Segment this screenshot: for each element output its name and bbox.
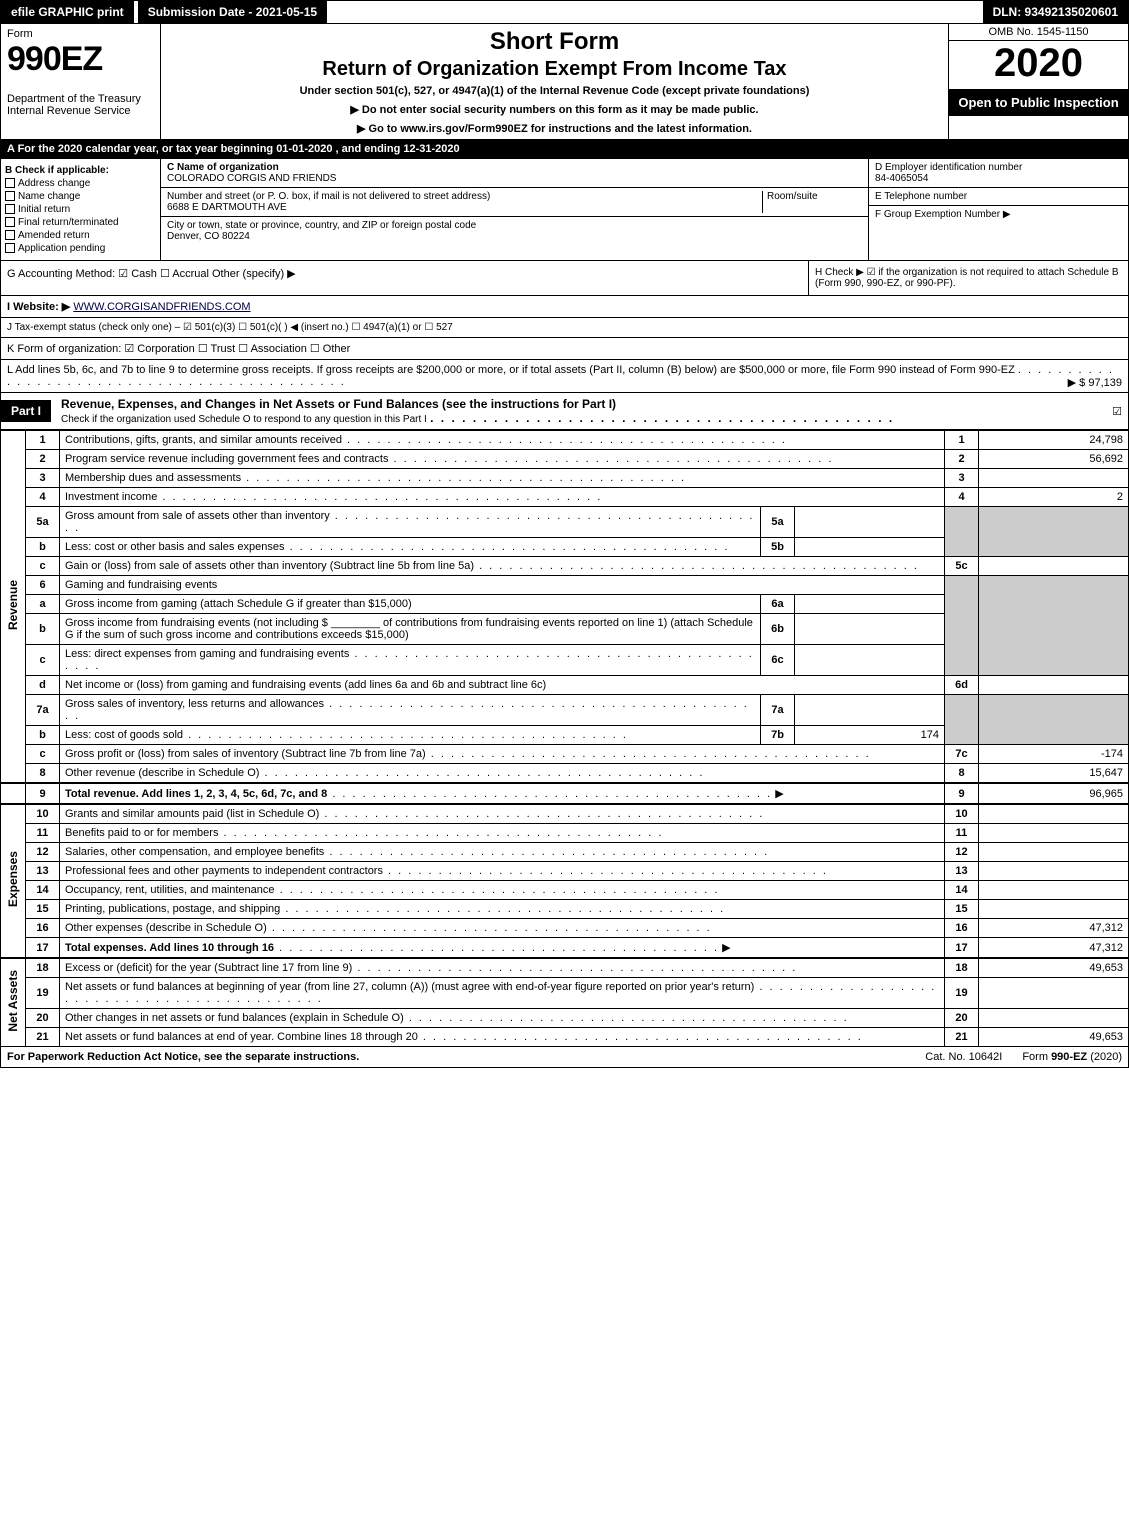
line-5a: 5a Gross amount from sale of assets othe… xyxy=(1,507,1129,538)
submission-date: Submission Date - 2021-05-15 xyxy=(138,1,327,23)
line-19: 19 Net assets or fund balances at beginn… xyxy=(1,978,1129,1009)
line-6d: d Net income or (loss) from gaming and f… xyxy=(1,676,1129,695)
form-number: 990EZ xyxy=(7,40,154,79)
part1-title: Revenue, Expenses, and Changes in Net As… xyxy=(51,393,1112,429)
spacer xyxy=(327,1,982,23)
part1-table: Revenue 1 Contributions, gifts, grants, … xyxy=(0,430,1129,1047)
l-text: L Add lines 5b, 6c, and 7b to line 9 to … xyxy=(7,364,1015,376)
line-17: 17 Total expenses. Add lines 10 through … xyxy=(1,938,1129,959)
form-word: Form xyxy=(7,28,154,40)
part1-check[interactable]: ☑ xyxy=(1112,405,1128,418)
header-note2: ▶ Go to www.irs.gov/Form990EZ for instru… xyxy=(171,122,938,135)
org-city: Denver, CO 80224 xyxy=(167,231,250,242)
title-short-form: Short Form xyxy=(171,28,938,56)
header-right: OMB No. 1545-1150 2020 Open to Public In… xyxy=(948,24,1128,139)
row-j-status: J Tax-exempt status (check only one) – ☑… xyxy=(0,318,1129,338)
box-c: C Name of organization COLORADO CORGIS A… xyxy=(161,159,868,260)
line-16: 16 Other expenses (describe in Schedule … xyxy=(1,919,1129,938)
chk-address[interactable]: Address change xyxy=(5,178,156,189)
chk-initial[interactable]: Initial return xyxy=(5,204,156,215)
schedule-b-check: H Check ▶ ☑ if the organization is not r… xyxy=(808,261,1128,295)
header-sub: Under section 501(c), 527, or 4947(a)(1)… xyxy=(171,85,938,97)
line-13: 13 Professional fees and other payments … xyxy=(1,862,1129,881)
line-3: 3 Membership dues and assessments 3 xyxy=(1,469,1129,488)
footer-left: For Paperwork Reduction Act Notice, see … xyxy=(7,1051,905,1063)
box-def: D Employer identification number 84-4065… xyxy=(868,159,1128,260)
part1-tag: Part I xyxy=(1,400,51,422)
chk-name[interactable]: Name change xyxy=(5,191,156,202)
ein-row: D Employer identification number 84-4065… xyxy=(869,159,1128,188)
ein-value: 84-4065054 xyxy=(875,173,928,184)
line-8: 8 Other revenue (describe in Schedule O)… xyxy=(1,764,1129,784)
line-12: 12 Salaries, other compensation, and emp… xyxy=(1,843,1129,862)
title-return: Return of Organization Exempt From Incom… xyxy=(171,58,938,81)
form-header: Form 990EZ Department of the Treasury In… xyxy=(0,24,1129,140)
row-l-gross: L Add lines 5b, 6c, and 7b to line 9 to … xyxy=(0,360,1129,393)
line-10: Expenses 10 Grants and similar amounts p… xyxy=(1,804,1129,824)
line-5c: c Gain or (loss) from sale of assets oth… xyxy=(1,557,1129,576)
header-left: Form 990EZ Department of the Treasury In… xyxy=(1,24,161,139)
irs-link[interactable]: www.irs.gov/Form990EZ xyxy=(400,123,527,135)
org-name-row: C Name of organization COLORADO CORGIS A… xyxy=(161,159,868,188)
footer-cat: Cat. No. 10642I xyxy=(905,1051,1022,1063)
group-exempt-row: F Group Exemption Number ▶ xyxy=(869,206,1128,223)
line-14: 14 Occupancy, rent, utilities, and maint… xyxy=(1,881,1129,900)
info-grid: B Check if applicable: Address change Na… xyxy=(0,159,1129,261)
phone-row: E Telephone number xyxy=(869,188,1128,206)
box-b: B Check if applicable: Address change Na… xyxy=(1,159,161,260)
row-k-orgform: K Form of organization: ☑ Corporation ☐ … xyxy=(0,338,1129,360)
top-bar: efile GRAPHIC print Submission Date - 20… xyxy=(0,0,1129,24)
dept-treasury: Department of the Treasury xyxy=(7,93,154,105)
org-addr-row: Number and street (or P. O. box, if mail… xyxy=(161,188,868,217)
chk-final[interactable]: Final return/terminated xyxy=(5,217,156,228)
footer-right: Form 990-EZ (2020) xyxy=(1022,1051,1122,1063)
line-21: 21 Net assets or fund balances at end of… xyxy=(1,1028,1129,1047)
room-suite: Room/suite xyxy=(762,191,862,213)
line-4: 4 Investment income 4 2 xyxy=(1,488,1129,507)
line-15: 15 Printing, publications, postage, and … xyxy=(1,900,1129,919)
i-label: I Website: ▶ xyxy=(7,301,70,313)
line-7a: 7a Gross sales of inventory, less return… xyxy=(1,695,1129,726)
line-a-calyear: A For the 2020 calendar year, or tax yea… xyxy=(0,140,1129,159)
line-11: 11 Benefits paid to or for members 11 xyxy=(1,824,1129,843)
org-name: COLORADO CORGIS AND FRIENDS xyxy=(167,173,336,184)
tax-year: 2020 xyxy=(949,41,1128,89)
vlabel-expenses: Expenses xyxy=(1,804,26,958)
c-label: C Name of organization xyxy=(167,162,279,173)
org-city-row: City or town, state or province, country… xyxy=(161,217,868,245)
line-9: 9 Total revenue. Add lines 1, 2, 3, 4, 5… xyxy=(1,783,1129,804)
line-2: 2 Program service revenue including gove… xyxy=(1,450,1129,469)
box-b-header: B Check if applicable: xyxy=(5,165,156,176)
d-label: D Employer identification number xyxy=(875,162,1022,173)
row-gh: G Accounting Method: ☑ Cash ☐ Accrual Ot… xyxy=(0,261,1129,296)
line-18: Net Assets 18 Excess or (deficit) for th… xyxy=(1,958,1129,978)
page-footer: For Paperwork Reduction Act Notice, see … xyxy=(0,1047,1129,1068)
chk-amended[interactable]: Amended return xyxy=(5,230,156,241)
org-addr: 6688 E DARTMOUTH AVE xyxy=(167,202,287,213)
addr-label: Number and street (or P. O. box, if mail… xyxy=(167,191,490,202)
open-to-public: Open to Public Inspection xyxy=(949,89,1128,116)
header-note1: ▶ Do not enter social security numbers o… xyxy=(171,103,938,116)
line-1: Revenue 1 Contributions, gifts, grants, … xyxy=(1,431,1129,450)
part1-hint: Check if the organization used Schedule … xyxy=(61,414,427,425)
website-link[interactable]: WWW.CORGISANDFRIENDS.COM xyxy=(73,301,250,313)
accounting-method: G Accounting Method: ☑ Cash ☐ Accrual Ot… xyxy=(1,261,808,295)
part1-header: Part I Revenue, Expenses, and Changes in… xyxy=(0,393,1129,430)
row-i-website: I Website: ▶ WWW.CORGISANDFRIENDS.COM xyxy=(0,296,1129,318)
chk-pending[interactable]: Application pending xyxy=(5,243,156,254)
line-6: 6 Gaming and fundraising events xyxy=(1,576,1129,595)
city-label: City or town, state or province, country… xyxy=(167,220,476,231)
line-7c: c Gross profit or (loss) from sales of i… xyxy=(1,745,1129,764)
dln-label: DLN: 93492135020601 xyxy=(983,1,1128,23)
efile-label: efile GRAPHIC print xyxy=(1,1,134,23)
omb-number: OMB No. 1545-1150 xyxy=(949,24,1128,41)
header-center: Short Form Return of Organization Exempt… xyxy=(161,24,948,139)
e-label: E Telephone number xyxy=(875,191,967,202)
line-20: 20 Other changes in net assets or fund b… xyxy=(1,1009,1129,1028)
vlabel-netassets: Net Assets xyxy=(1,958,26,1047)
l-amount: ▶ $ 97,139 xyxy=(1068,376,1122,389)
vlabel-revenue: Revenue xyxy=(1,431,26,784)
dept-irs: Internal Revenue Service xyxy=(7,105,154,117)
f-label: F Group Exemption Number ▶ xyxy=(875,209,1011,220)
